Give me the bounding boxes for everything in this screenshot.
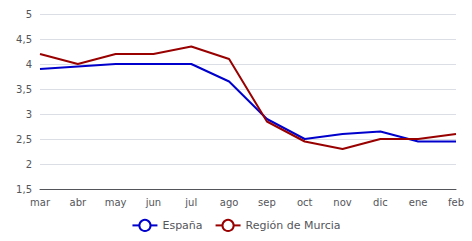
svg-text:feb: feb [448,197,464,208]
svg-text:4,5: 4,5 [16,34,32,45]
svg-text:dic: dic [373,197,388,208]
svg-text:2: 2 [26,159,32,170]
svg-text:may: may [105,197,127,208]
svg-text:4: 4 [26,59,32,70]
svg-text:sep: sep [258,197,276,208]
svg-text:mar: mar [30,197,51,208]
svg-text:3: 3 [26,109,32,120]
svg-text:ene: ene [409,197,428,208]
svg-text:España: España [162,219,202,232]
svg-text:5: 5 [26,9,32,20]
svg-text:jul: jul [184,197,197,208]
svg-text:ago: ago [220,197,239,208]
svg-text:2,5: 2,5 [16,134,32,145]
svg-text:nov: nov [333,197,351,208]
svg-text:oct: oct [297,197,313,208]
svg-text:jun: jun [145,197,161,208]
svg-text:Región de Murcia: Región de Murcia [246,219,341,232]
svg-text:3,5: 3,5 [16,84,32,95]
svg-text:1,5: 1,5 [16,184,32,195]
svg-text:abr: abr [70,197,87,208]
